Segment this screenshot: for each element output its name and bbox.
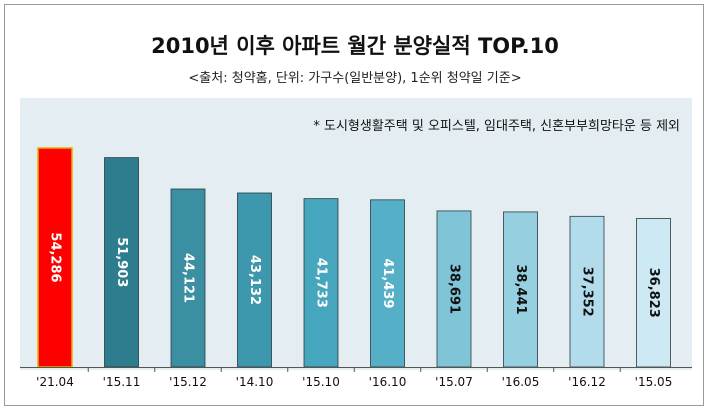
bar-4 xyxy=(303,198,339,368)
bar-value-label-2: 44,121 xyxy=(181,253,196,303)
x-tick-label-1: '15.11 xyxy=(103,375,141,389)
bar-1 xyxy=(104,157,139,368)
bar-value-label-8: 37,352 xyxy=(580,267,595,317)
x-tick-label-5: '16.10 xyxy=(369,375,407,389)
bar-3 xyxy=(237,192,272,368)
bar-7 xyxy=(503,211,538,368)
bar-0 xyxy=(37,147,73,368)
bar-value-label-9: 36,823 xyxy=(646,268,661,318)
chart-subtitle: <출처: 청약홈, 단위: 가구수(일반분양), 1순위 청약일 기준> xyxy=(188,71,522,86)
bar-9 xyxy=(636,218,671,368)
bar-value-label-6: 38,691 xyxy=(447,264,462,314)
bar-6 xyxy=(436,210,472,368)
x-tick-label-2: '15.12 xyxy=(169,375,207,389)
bar-value-label-5: 41,439 xyxy=(380,258,395,308)
x-tick-label-7: '16.05 xyxy=(502,375,540,389)
bar-value-label-1: 51,903 xyxy=(114,237,129,287)
chart-footnote: * 도시형생활주택 및 오피스텔, 임대주택, 신혼부부희망타운 등 제외 xyxy=(313,119,680,134)
bar-value-label-7: 38,441 xyxy=(513,264,528,314)
x-tick-label-3: '14.10 xyxy=(236,375,274,389)
bar-value-label-3: 43,132 xyxy=(247,255,262,305)
bar-value-label-4: 41,733 xyxy=(314,258,329,308)
bar-value-label-0: 54,286 xyxy=(48,232,63,282)
chart-title: 2010년 이후 아파트 월간 분양실적 TOP.10 xyxy=(151,34,559,58)
x-tick-label-0: '21.04 xyxy=(36,375,74,389)
bar-2 xyxy=(170,188,206,368)
x-tick-label-9: '15.05 xyxy=(635,375,673,389)
bar-8 xyxy=(569,215,605,368)
x-tick-label-8: '16.12 xyxy=(568,375,606,389)
x-tick-label-6: '15.07 xyxy=(435,375,473,389)
x-tick-label-4: '15.10 xyxy=(302,375,340,389)
bar-5 xyxy=(370,199,405,368)
